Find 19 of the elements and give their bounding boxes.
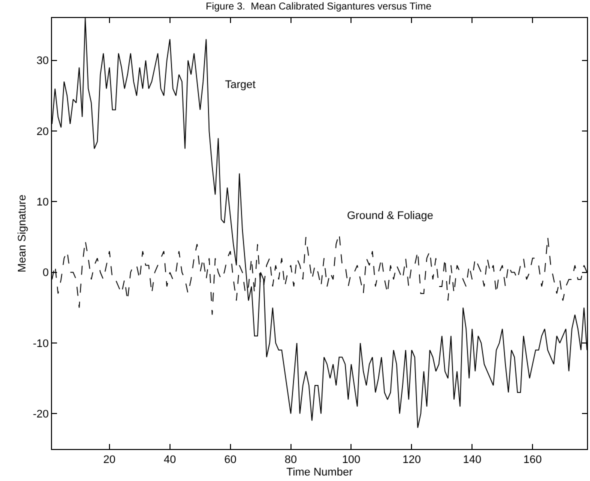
series-label: Ground & Foliage <box>347 210 434 222</box>
x-axis-title: Time Number <box>286 466 353 478</box>
x-tick-label: 140 <box>462 454 482 466</box>
x-tick-label: 120 <box>402 454 421 466</box>
x-tick-label: 80 <box>284 454 297 466</box>
y-axis-title: Mean Signature <box>16 194 29 272</box>
y-tick-label: 30 <box>36 55 49 68</box>
x-tick-label: 160 <box>523 454 542 466</box>
x-tick-label: 60 <box>224 454 236 466</box>
y-tick-label: 0 <box>42 267 49 280</box>
series-label: Target <box>225 79 256 91</box>
x-tick-label: 20 <box>103 454 116 466</box>
y-tick-label: 20 <box>36 126 49 138</box>
y-tick-label: 10 <box>36 196 49 209</box>
y-tick-label: -20 <box>32 408 49 421</box>
x-tick-label: 100 <box>342 454 360 466</box>
y-tick-label: -10 <box>32 338 49 350</box>
chart-title: Figure 3. Mean Calibrated Sigantures versus Time <box>206 1 432 12</box>
x-tick-label: 40 <box>164 454 176 466</box>
